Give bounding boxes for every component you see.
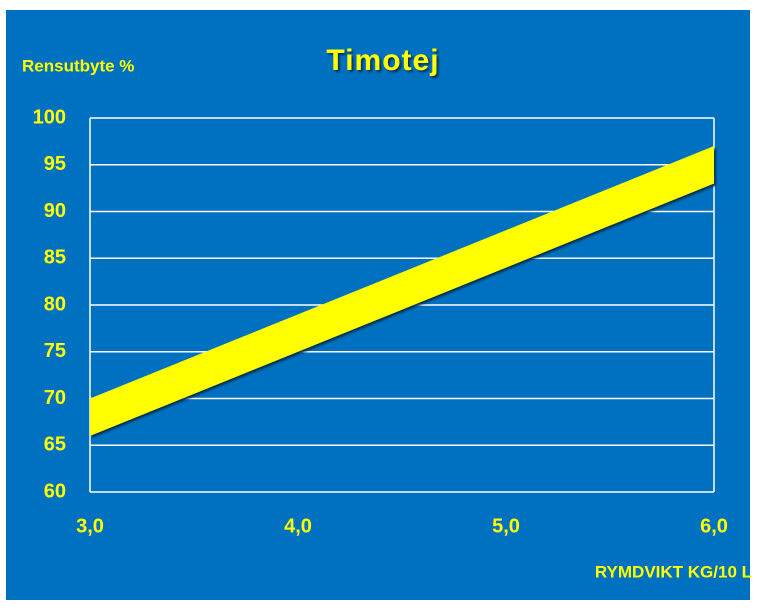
y-tick-label: 95 bbox=[44, 153, 66, 175]
y-tick-label: 65 bbox=[44, 434, 66, 456]
y-tick-label: 100 bbox=[33, 106, 66, 128]
x-tick-label: 4,0 bbox=[284, 515, 312, 537]
y-tick-label: 70 bbox=[44, 387, 66, 409]
x-tick-label: 5,0 bbox=[492, 515, 520, 537]
y-tick-label: 85 bbox=[44, 247, 66, 269]
y-tick-label: 75 bbox=[44, 340, 66, 362]
x-axis-label: RYMDVIKT KG/10 L bbox=[595, 562, 752, 581]
x-tick-label: 6,0 bbox=[700, 515, 728, 537]
chart-title: Timotej bbox=[326, 44, 439, 77]
y-tick-label: 90 bbox=[44, 200, 66, 222]
y-tick-label: 60 bbox=[44, 480, 66, 502]
x-tick-label: 3,0 bbox=[76, 515, 104, 537]
band bbox=[90, 146, 714, 436]
y-tick-label: 80 bbox=[44, 293, 66, 315]
y-axis-label: Rensutbyte % bbox=[22, 56, 134, 75]
